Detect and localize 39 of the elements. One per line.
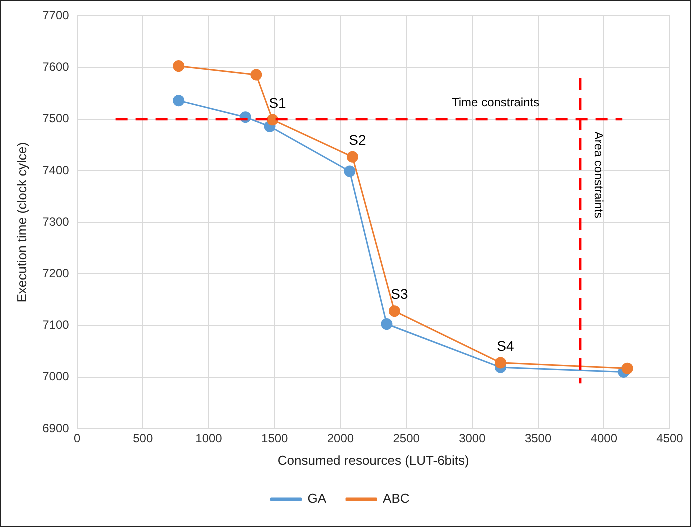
y-tick-label: 7700	[42, 8, 70, 23]
x-tick-label: 3500	[524, 432, 552, 446]
x-tick-label: 500	[133, 432, 154, 446]
point	[173, 95, 185, 107]
x-tick-label: 3000	[459, 432, 486, 446]
annotation: S4	[497, 338, 515, 354]
y-tick-label: 7200	[42, 266, 70, 281]
y-axis-title: Execution time (clock cylce)	[14, 142, 30, 303]
point	[173, 60, 185, 72]
x-tick-label: 1500	[262, 432, 289, 446]
x-tick-label: 2500	[393, 432, 420, 446]
y-tick-label: 7100	[42, 318, 70, 332]
ref-line-label: Time constraints	[452, 96, 540, 110]
annotation: S3	[391, 286, 408, 302]
y-tick-label: 7400	[42, 163, 70, 178]
legend-label: ABC	[383, 491, 410, 506]
annotation: S1	[269, 94, 287, 111]
y-tick-label: 7600	[42, 60, 70, 74]
legend-label: GA	[308, 491, 327, 506]
x-tick-label: 4000	[590, 432, 618, 446]
point	[381, 318, 393, 330]
point	[388, 306, 400, 318]
x-tick-label: 1000	[196, 432, 223, 446]
y-tick-label: 6900	[42, 421, 70, 436]
ref-line-label: Area constraints	[592, 132, 606, 219]
x-tick-label: 4500	[656, 432, 684, 446]
y-tick-label: 7500	[42, 112, 70, 126]
point	[346, 151, 358, 163]
y-tick-label: 7300	[42, 214, 70, 229]
annotation: S2	[349, 132, 366, 148]
y-tick-label: 7000	[42, 370, 70, 384]
point	[495, 357, 506, 369]
point	[344, 166, 356, 178]
x-tick-label: 2000	[327, 432, 354, 446]
point	[267, 114, 279, 126]
point	[622, 362, 634, 374]
x-axis-title: Consumed resources (LUT-6bits)	[278, 452, 470, 468]
point	[250, 69, 262, 81]
x-tick-label: 0	[74, 432, 81, 446]
